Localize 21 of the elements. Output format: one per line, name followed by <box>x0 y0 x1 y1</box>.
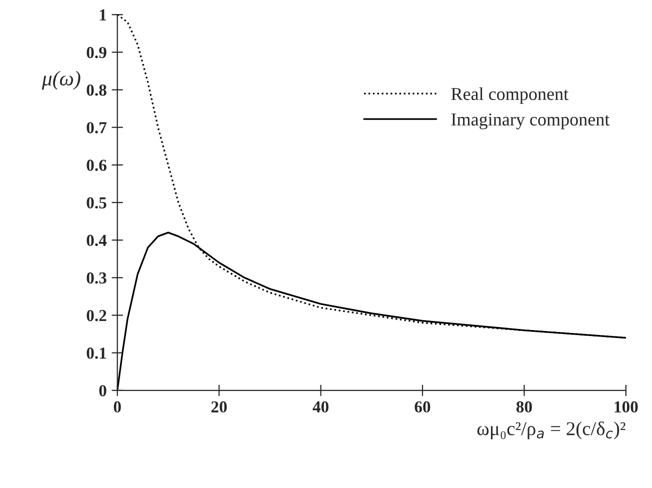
y-tick-label: 0.4 <box>86 234 107 246</box>
y-tick-label: 1 <box>100 9 106 20</box>
y-tick-label: 0.7 <box>86 122 107 134</box>
y-tick-label: 0.2 <box>86 310 106 322</box>
x-tick-label: 60 <box>414 401 430 413</box>
y-tick-label: 0.9 <box>86 46 106 58</box>
x-tick-label: 100 <box>614 401 638 413</box>
legend-label: Imaginary component <box>451 113 610 130</box>
x-tick-label: 80 <box>516 401 532 413</box>
y-tick-label: 0.8 <box>86 84 106 96</box>
y-tick-label: 0.3 <box>86 272 106 284</box>
x-axis-title: ωμ₀c²/ρ$_{a}$ = 2(c/δ$_{c}$)² <box>477 421 626 440</box>
y-tick-label: 0 <box>99 385 106 396</box>
y-tick-label: 0.1 <box>86 348 106 359</box>
x-tick-label: 40 <box>312 401 328 413</box>
x-tick-label: 20 <box>211 401 227 413</box>
y-tick-label: 0.5 <box>86 197 106 209</box>
legend-label: Real component <box>451 87 568 104</box>
x-tick-label: 0 <box>114 401 121 413</box>
y-tick-label: 0.6 <box>86 160 106 171</box>
y-axis-title: μ(ω) <box>42 70 80 90</box>
